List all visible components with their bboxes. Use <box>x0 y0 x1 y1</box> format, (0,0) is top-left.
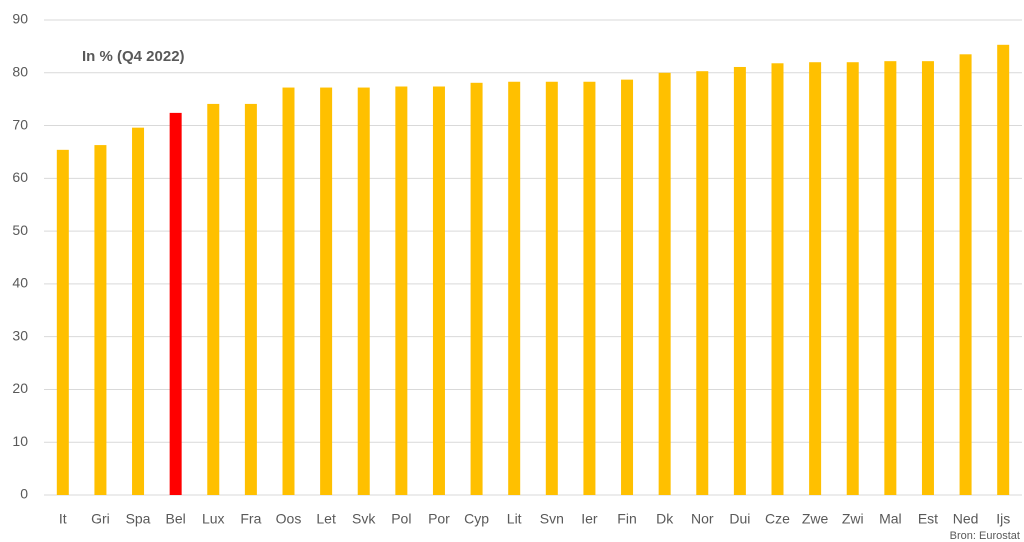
x-tick-label: Fin <box>617 511 636 527</box>
x-tick-label: Zwe <box>802 511 829 527</box>
bar <box>809 62 822 495</box>
y-tick-label: 10 <box>12 433 28 449</box>
bar <box>395 86 408 495</box>
bar <box>207 103 220 496</box>
bar <box>733 66 746 495</box>
bar <box>583 81 596 495</box>
bar <box>846 62 859 495</box>
y-tick-label: 20 <box>12 380 28 396</box>
y-tick-label: 70 <box>12 116 28 132</box>
x-tick-label: Ijs <box>996 511 1010 527</box>
annotation: In % (Q4 2022) <box>82 48 185 65</box>
x-tick-label: Nor <box>691 511 714 527</box>
x-tick-label: Gri <box>91 511 110 527</box>
bar <box>997 44 1010 496</box>
x-tick-label: Oos <box>276 511 302 527</box>
bar <box>132 127 145 496</box>
bar <box>94 145 107 496</box>
bar <box>432 86 445 495</box>
bar <box>884 61 897 496</box>
bar <box>545 81 558 495</box>
x-tick-label: Cyp <box>464 511 489 527</box>
x-tick-label: Pol <box>391 511 411 527</box>
bar <box>357 87 370 496</box>
bar <box>169 112 182 495</box>
x-tick-label: Cze <box>765 511 790 527</box>
bar <box>320 87 333 496</box>
x-tick-label: Ier <box>581 511 598 527</box>
bar <box>771 63 784 496</box>
x-tick-label: Ned <box>953 511 979 527</box>
x-tick-label: Lux <box>202 511 225 527</box>
y-tick-label: 80 <box>12 63 28 79</box>
bar <box>244 103 257 496</box>
bar <box>282 87 295 496</box>
x-tick-label: Zwi <box>842 511 864 527</box>
x-tick-label: Bel <box>166 511 186 527</box>
bar <box>921 61 934 496</box>
bar <box>658 72 671 496</box>
bar <box>56 149 69 496</box>
x-tick-label: Lit <box>507 511 522 527</box>
y-tick-label: 50 <box>12 222 28 238</box>
bar <box>959 54 972 496</box>
x-tick-label: Fra <box>240 511 261 527</box>
bar <box>470 82 483 496</box>
y-tick-label: 40 <box>12 275 28 291</box>
x-tick-label: Por <box>428 511 450 527</box>
bar <box>508 81 521 495</box>
y-tick-label: 30 <box>12 327 28 343</box>
y-tick-label: 60 <box>12 169 28 185</box>
x-tick-label: Dk <box>656 511 674 527</box>
x-tick-label: Let <box>316 511 336 527</box>
x-tick-label: Dui <box>729 511 750 527</box>
source: Bron: Eurostat <box>950 530 1020 542</box>
x-tick-label: Est <box>918 511 938 527</box>
y-tick-label: 0 <box>20 486 28 502</box>
x-tick-label: Svk <box>352 511 376 527</box>
x-tick-label: Mal <box>879 511 902 527</box>
x-tick-label: Spa <box>126 511 151 527</box>
x-tick-label: It <box>59 511 67 527</box>
x-tick-label: Svn <box>540 511 564 527</box>
y-tick-label: 90 <box>12 11 28 27</box>
bar <box>621 79 634 495</box>
bar <box>696 71 709 495</box>
